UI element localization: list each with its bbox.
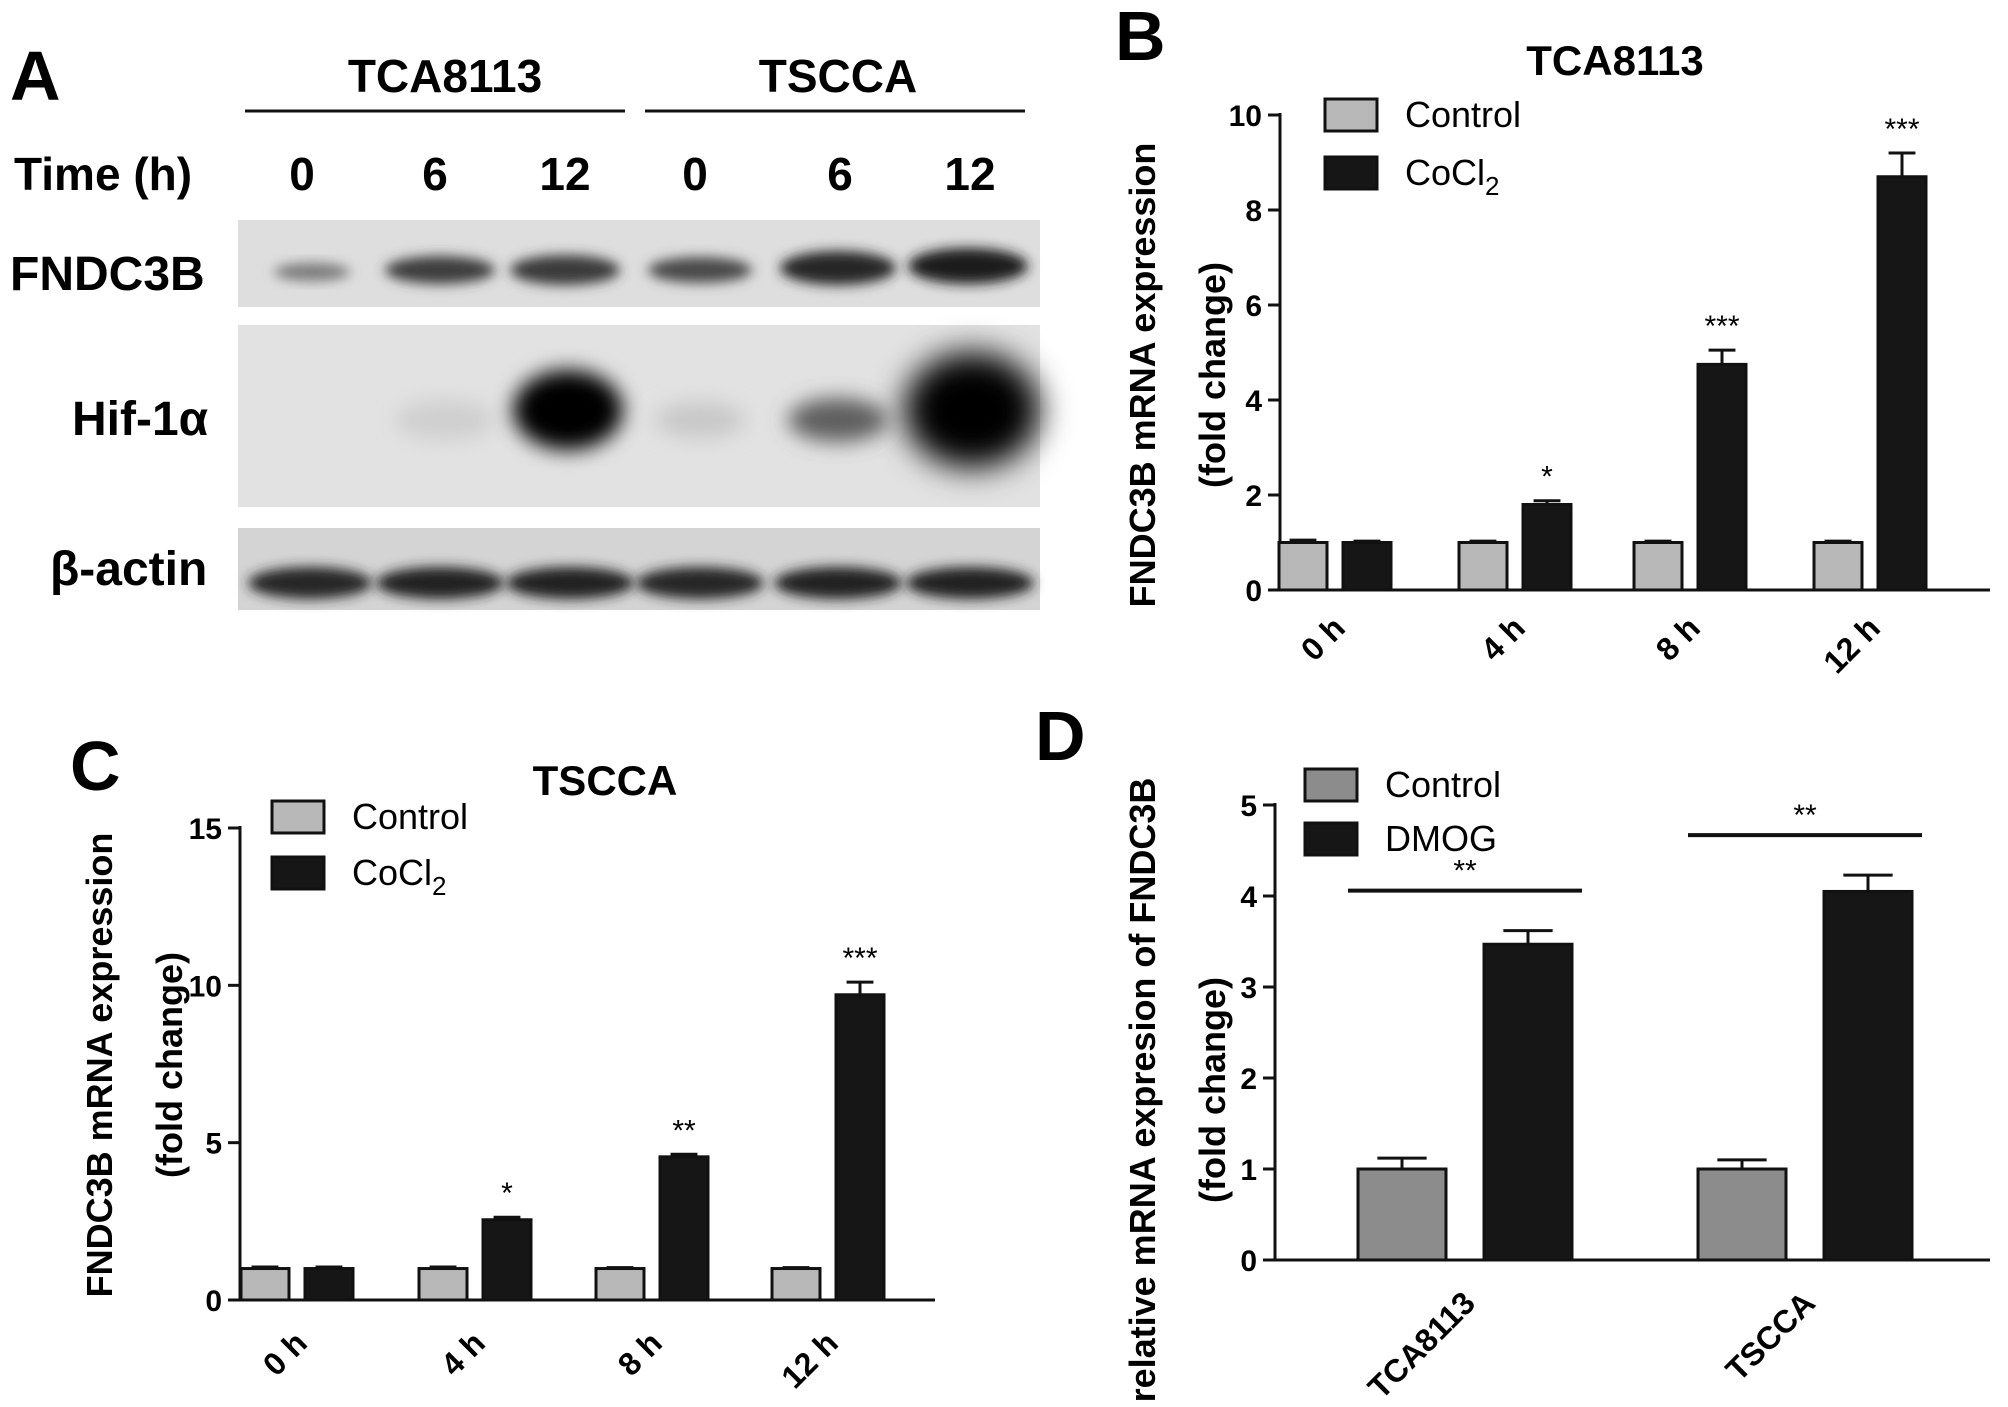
chart-c-bar-control-1 — [239, 1267, 291, 1302]
chart-c-legend-label-cocl2: CoCl2 — [352, 852, 446, 901]
panel-a: A TCA8113 TSCCA Time (h) 0 6 12 0 6 12 F… — [10, 37, 1040, 610]
chart-b-ytick-label: 2 — [1245, 480, 1262, 513]
chart-c-xtick-label: 8 h — [611, 1324, 669, 1382]
chart-b-title: TCA8113 — [1526, 37, 1703, 84]
chart-c-ylabel-line2: (fold change) — [149, 952, 190, 1178]
chart-b-xtick-label: 4 h — [1474, 609, 1532, 667]
chart-b: B TCA8113 FNDC3B mRNA expression (fold chan… — [1115, 0, 1990, 680]
chart-b-bar-cocl2-2 — [1521, 503, 1573, 592]
chart-b-letter: B — [1115, 0, 1166, 75]
chart-d-ylabel-line2: (fold change) — [1192, 977, 1233, 1203]
lane-time-4: 0 — [682, 148, 708, 200]
chart-c-bar-control-2 — [417, 1267, 469, 1302]
chart-b-bar-cocl2-1 — [1341, 541, 1393, 592]
chart-d-ylabel-line1: relative mRNA expresion of FNDC3B — [1122, 778, 1163, 1403]
chart-d-ytick-label: 5 — [1240, 790, 1257, 823]
chart-b-ytick-label: 10 — [1229, 100, 1262, 133]
chart-c-xtick-label: 4 h — [434, 1324, 492, 1382]
chart-c-letter: C — [70, 727, 121, 805]
chart-c-significance: *** — [842, 942, 877, 975]
chart-b-xtick-label: 0 h — [1294, 609, 1352, 667]
chart-d-bar-dmog-1 — [1482, 942, 1574, 1262]
chart-b-ytick-label: 0 — [1245, 575, 1262, 608]
chart-d-significance: ** — [1453, 855, 1477, 888]
chart-c-significance: ** — [672, 1114, 696, 1147]
chart-c-bar-control-3 — [594, 1267, 646, 1302]
panel-a-letter: A — [10, 37, 61, 115]
row-label-fndc3b: FNDC3B — [10, 248, 205, 301]
chart-b-ytick-label: 6 — [1245, 290, 1262, 323]
chart-d-legend-label-dmog: DMOG — [1385, 818, 1497, 859]
chart-b-xtick-label: 8 h — [1649, 609, 1707, 667]
chart-d-ytick-label: 0 — [1240, 1245, 1257, 1278]
time-label: Time (h) — [14, 148, 192, 200]
chart-d-significance: ** — [1793, 799, 1817, 832]
chart-c-ylabel-line1: FNDC3B mRNA expression — [79, 833, 120, 1298]
chart-d-letter: D — [1035, 697, 1086, 775]
chart-c-bar-cocl2-4 — [834, 993, 886, 1302]
chart-d-xtick-label: TSCCA — [1719, 1284, 1822, 1387]
lane-time-2: 6 — [422, 148, 448, 200]
chart-c-bar-control-4 — [770, 1267, 822, 1302]
chart-b-ytick-label: 8 — [1245, 195, 1262, 228]
chart-c-ytick-label: 10 — [189, 970, 222, 1003]
chart-b-legend-swatch-control — [1323, 97, 1379, 133]
chart-c-bar-cocl2-3 — [658, 1155, 710, 1302]
chart-d-legend-swatch-control — [1303, 767, 1359, 803]
chart-c-xtick-label: 0 h — [256, 1324, 314, 1382]
row-label-hif1a: Hif-1α — [72, 393, 209, 446]
chart-b-significance: * — [1541, 461, 1553, 494]
chart-c: C TSCCA FNDC3B mRNA expression (fold change… — [70, 727, 935, 1395]
chart-d-legend-swatch-dmog — [1303, 821, 1359, 857]
chart-c-ytick-label: 5 — [205, 1128, 222, 1161]
chart-c-significance: * — [501, 1177, 513, 1210]
chart-c-bar-cocl2-2 — [481, 1218, 533, 1302]
chart-d-bar-control-1 — [1356, 1167, 1448, 1262]
chart-b-legend-label-control: Control — [1405, 94, 1521, 135]
lane-time-6: 12 — [944, 148, 995, 200]
chart-d-xtick-label: TCA8113 — [1361, 1284, 1482, 1405]
row-label-beta-actin: β-actin — [50, 543, 207, 596]
chart-d-legend-label-control: Control — [1385, 764, 1501, 805]
chart-b-bar-control-2 — [1457, 541, 1509, 592]
chart-b-significance: *** — [1884, 113, 1919, 146]
chart-c-xtick-label: 12 h — [774, 1324, 845, 1395]
chart-d-ytick-label: 2 — [1240, 1063, 1257, 1096]
chart-c-legend-swatch-control — [270, 799, 326, 835]
chart-b-xtick-label: 12 h — [1816, 609, 1887, 680]
chart-d-bar-control-2 — [1696, 1167, 1788, 1262]
chart-c-legend-swatch-cocl2 — [270, 855, 326, 891]
chart-b-bar-cocl2-3 — [1696, 362, 1748, 592]
lane-time-3: 12 — [539, 148, 590, 200]
blot-beta-actin — [238, 528, 1040, 610]
lane-time-5: 6 — [827, 148, 853, 200]
chart-c-bar-cocl2-1 — [303, 1267, 355, 1302]
chart-b-legend-swatch-cocl2 — [1323, 155, 1379, 191]
chart-b-bar-control-4 — [1812, 541, 1864, 592]
chart-c-ytick-label: 15 — [189, 813, 222, 846]
chart-b-ylabel-line2: (fold change) — [1192, 262, 1233, 488]
blot-hif1a — [238, 325, 1040, 507]
chart-b-legend-label-cocl2: CoCl2 — [1405, 152, 1499, 201]
chart-d-ytick-label: 3 — [1240, 972, 1257, 1005]
chart-b-bar-control-3 — [1632, 541, 1684, 592]
group-header-tscca: TSCCA — [759, 50, 917, 102]
chart-b-significance: *** — [1704, 310, 1739, 343]
chart-d-bar-dmog-2 — [1822, 889, 1914, 1262]
chart-b-bar-control-1 — [1277, 541, 1329, 592]
chart-b-bar-cocl2-4 — [1876, 175, 1928, 592]
chart-d-ytick-label: 4 — [1240, 881, 1257, 914]
chart-b-ytick-label: 4 — [1245, 385, 1262, 418]
lane-time-1: 0 — [289, 148, 315, 200]
group-header-tca8113: TCA8113 — [348, 50, 542, 102]
chart-c-title: TSCCA — [533, 757, 678, 804]
chart-c-ytick-label: 0 — [205, 1285, 222, 1318]
chart-c-legend-label-control: Control — [352, 796, 468, 837]
blot-fndc3b — [238, 220, 1040, 307]
chart-layer: B TCA8113 FNDC3B mRNA expression (fold chan… — [70, 0, 1990, 1406]
chart-b-ylabel-line1: FNDC3B mRNA expression — [1122, 143, 1163, 608]
chart-d-ytick-label: 1 — [1240, 1154, 1257, 1187]
